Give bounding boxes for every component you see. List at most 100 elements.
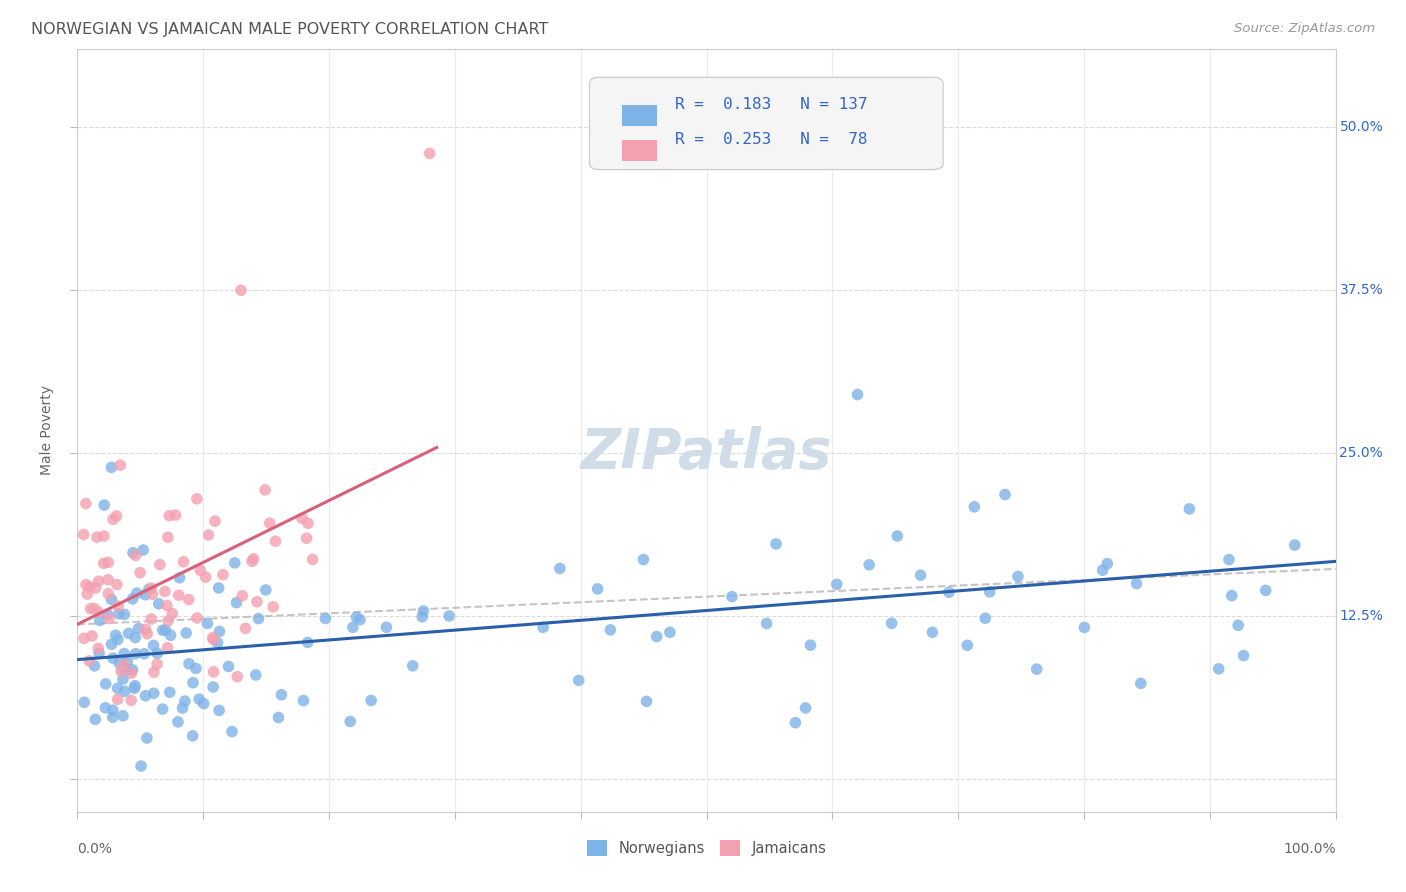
Point: [101, 703, 124, 717]
Point: [112, 647, 135, 661]
Point: [141, 587, 163, 601]
Point: [93, 557, 115, 571]
Point: [124, 681, 146, 696]
Point: [633, 552, 655, 566]
Point: [225, 596, 247, 610]
Point: [194, 570, 217, 584]
Point: [375, 620, 398, 634]
Point: [201, 631, 224, 645]
Point: [156, 599, 179, 613]
Point: [165, 508, 187, 522]
Point: [114, 684, 136, 698]
Point: [979, 585, 1001, 599]
Y-axis label: Male Poverty: Male Poverty: [41, 385, 55, 475]
Point: [208, 624, 231, 639]
Point: [548, 561, 571, 575]
Point: [242, 552, 264, 566]
Point: [880, 616, 903, 631]
Point: [93, 498, 115, 512]
Point: [1254, 583, 1277, 598]
Point: [177, 592, 200, 607]
Point: [73, 632, 96, 646]
Bar: [623, 140, 658, 161]
Point: [956, 638, 979, 652]
Point: [83, 659, 105, 673]
Legend: Norwegians, Jamaicans: Norwegians, Jamaicans: [581, 834, 832, 862]
Point: [110, 664, 132, 678]
Point: [75, 578, 97, 592]
Point: [207, 635, 229, 649]
Point: [94, 677, 117, 691]
Point: [89, 614, 111, 628]
Point: [104, 628, 127, 642]
Point: [157, 614, 180, 628]
Point: [101, 512, 124, 526]
Text: 100.0%: 100.0%: [1284, 842, 1336, 855]
Point: [897, 94, 920, 108]
Point: [346, 610, 368, 624]
Point: [1284, 538, 1306, 552]
Point: [1025, 662, 1047, 676]
Point: [186, 611, 208, 625]
Point: [112, 657, 135, 672]
Point: [181, 729, 204, 743]
Point: [231, 589, 253, 603]
Point: [994, 487, 1017, 501]
Point: [107, 681, 129, 696]
Point: [159, 628, 181, 642]
Point: [202, 665, 225, 679]
Point: [645, 630, 668, 644]
Point: [825, 577, 848, 591]
Point: [167, 588, 190, 602]
Point: [75, 497, 97, 511]
Point: [339, 714, 361, 729]
Point: [226, 670, 249, 684]
Point: [721, 590, 744, 604]
Text: 50.0%: 50.0%: [1340, 120, 1384, 135]
Point: [115, 662, 138, 676]
Point: [197, 616, 219, 631]
Point: [139, 581, 162, 595]
Point: [149, 558, 172, 572]
Point: [120, 666, 142, 681]
Point: [636, 694, 658, 708]
Point: [124, 631, 146, 645]
Point: [921, 625, 943, 640]
Point: [204, 514, 226, 528]
Point: [73, 695, 96, 709]
Point: [94, 700, 117, 714]
Point: [218, 659, 240, 673]
Point: [184, 661, 207, 675]
Point: [152, 702, 174, 716]
Text: ZIPatlas: ZIPatlas: [581, 426, 832, 480]
Point: [159, 685, 181, 699]
Point: [599, 623, 621, 637]
Point: [87, 605, 110, 619]
Point: [799, 638, 821, 652]
Point: [111, 672, 134, 686]
Point: [142, 639, 165, 653]
Point: [120, 693, 142, 707]
Point: [72, 527, 94, 541]
Point: [531, 620, 554, 634]
Point: [314, 611, 336, 625]
Point: [658, 625, 681, 640]
Point: [172, 701, 194, 715]
Point: [254, 483, 277, 497]
Point: [1129, 676, 1152, 690]
Point: [1097, 557, 1119, 571]
Text: NORWEGIAN VS JAMAICAN MALE POVERTY CORRELATION CHART: NORWEGIAN VS JAMAICAN MALE POVERTY CORRE…: [31, 22, 548, 37]
Point: [100, 460, 122, 475]
Point: [124, 679, 146, 693]
Point: [173, 555, 195, 569]
Text: 37.5%: 37.5%: [1340, 284, 1384, 297]
Point: [938, 585, 960, 599]
Text: 0.0%: 0.0%: [77, 842, 112, 855]
Point: [93, 529, 115, 543]
Point: [124, 549, 146, 563]
Point: [246, 595, 269, 609]
Point: [122, 546, 145, 560]
Point: [419, 146, 441, 161]
Point: [142, 665, 165, 680]
Text: 12.5%: 12.5%: [1340, 609, 1384, 624]
